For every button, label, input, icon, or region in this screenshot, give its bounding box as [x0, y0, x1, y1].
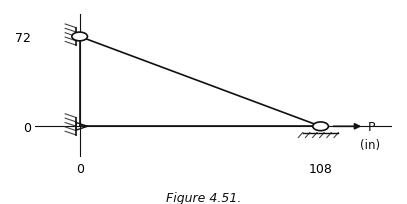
Text: P: P	[368, 120, 375, 133]
Text: (in): (in)	[360, 138, 380, 151]
Text: Figure 4.51.: Figure 4.51.	[166, 191, 241, 204]
Circle shape	[313, 122, 328, 131]
Circle shape	[72, 33, 88, 42]
